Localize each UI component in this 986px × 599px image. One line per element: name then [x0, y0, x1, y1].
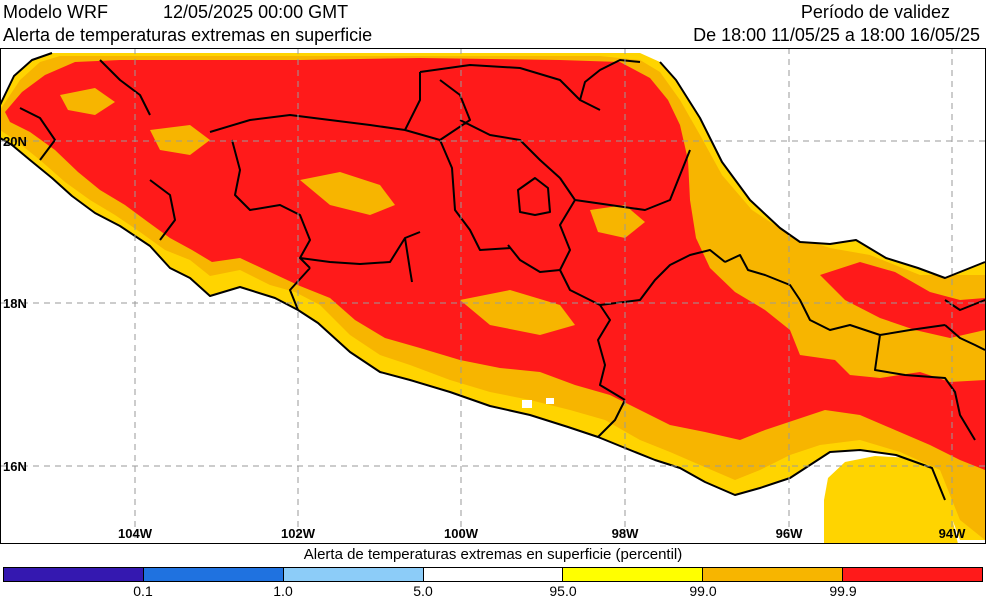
land-alert-99-pocket [590, 205, 645, 238]
land-alert-99-9-east [820, 262, 985, 338]
lon-label-104w: 104W [118, 526, 153, 541]
graticule [0, 48, 986, 544]
land-alert-99-pocket [460, 290, 575, 335]
colorbar-tick-5-0: 5.0 [413, 583, 433, 599]
run-time: 12/05/2025 00:00 GMT [163, 2, 349, 22]
colorbar-tick-95-0: 95.0 [549, 583, 577, 599]
colorbar-tick-99-9: 99.9 [829, 583, 857, 599]
state-borders [19, 59, 986, 441]
land-alert-99-pocket [60, 88, 115, 115]
lon-label-100w: 100W [444, 526, 479, 541]
colorbar-segment [703, 568, 844, 581]
colorbar-segment [843, 568, 983, 581]
colorbar-segment [283, 568, 424, 581]
land-alert-99-pocket [150, 125, 210, 155]
map-subtitle: Alerta de temperaturas extremas en super… [3, 25, 373, 45]
white-speck [546, 398, 554, 404]
colorbar-segment [563, 568, 704, 581]
temperature-alert-map: 20N 18N 16N 104W 102W 100W 98W 96W 94W [0, 48, 986, 544]
offshore-alert-95 [824, 456, 958, 544]
colorbar-segment [143, 568, 284, 581]
coastline [0, 52, 986, 501]
colorbar-tick-1-0: 1.0 [273, 583, 293, 599]
white-speck [522, 400, 532, 408]
model-name: Modelo WRF [3, 2, 109, 22]
lon-label-98w: 98W [612, 526, 639, 541]
validity-label: Período de validez [800, 2, 950, 22]
validity-range: De 18:00 11/05/25 a 18:00 16/05/25 [693, 25, 980, 45]
land-alert-99-pocket [300, 172, 395, 215]
colorbar [3, 567, 983, 582]
lat-label-18n: 18N [3, 296, 27, 311]
lon-label-96w: 96W [776, 526, 803, 541]
colorbar-segment [423, 568, 564, 581]
colorbar-tick-0-1: 0.1 [133, 583, 153, 599]
colorbar-tick-99-0: 99.0 [689, 583, 717, 599]
lon-label-102w: 102W [281, 526, 316, 541]
lat-label-20n: 20N [3, 134, 27, 149]
lon-label-94w: 94W [939, 526, 966, 541]
lat-label-16n: 16N [3, 459, 27, 474]
colorbar-segment [4, 568, 144, 581]
land-alert-99-9 [5, 58, 985, 470]
colorbar-title: Alerta de temperaturas extremas en super… [303, 546, 683, 563]
